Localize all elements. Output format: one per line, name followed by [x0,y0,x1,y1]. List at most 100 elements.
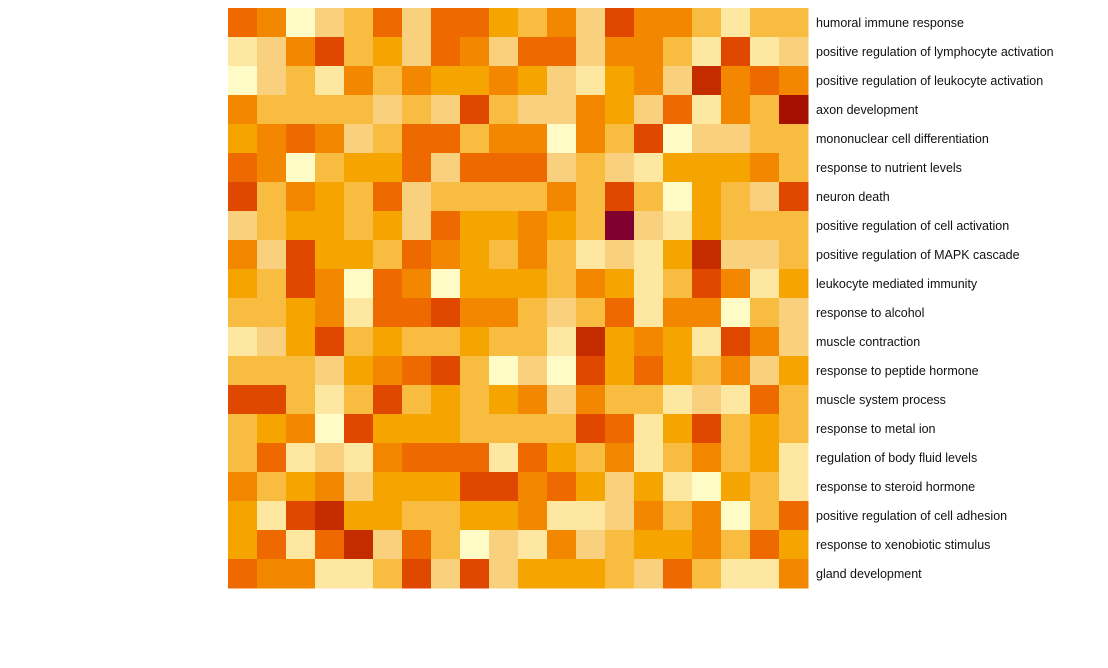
heatmap-cell [692,66,722,96]
heatmap-cell [518,153,548,183]
heatmap-cell [663,385,693,415]
heatmap-cell [721,240,751,270]
heatmap-cell [373,153,403,183]
row-label: humoral immune response [816,16,964,30]
heatmap-cell [605,356,635,386]
heatmap-cell [547,414,577,444]
heatmap-cell [605,124,635,154]
heatmap-cell [576,269,606,299]
heatmap-cell [286,530,316,560]
heatmap-cell [373,501,403,531]
heatmap-cell [663,501,693,531]
heatmap-cell [779,298,809,328]
heatmap-cell [315,385,345,415]
heatmap-cell [431,356,461,386]
heatmap-cell [576,37,606,67]
heatmap-cell [286,37,316,67]
heatmap-cell [344,269,374,299]
heatmap-cell [257,356,287,386]
heatmap-cell [663,211,693,241]
heatmap-cell [257,240,287,270]
heatmap-cell [402,153,432,183]
heatmap-cell [315,8,345,38]
heatmap-cell [750,298,780,328]
heatmap-cell [257,124,287,154]
heatmap-cell [634,414,664,444]
heatmap-cell [402,37,432,67]
heatmap-cell [750,501,780,531]
heatmap-cell [779,472,809,502]
heatmap-cell [605,95,635,125]
heatmap-cell [431,298,461,328]
heatmap-cell [547,559,577,589]
heatmap-cell [605,559,635,589]
heatmap-cell [315,95,345,125]
heatmap-cell [315,182,345,212]
heatmap-cell [286,269,316,299]
heatmap-cell [257,182,287,212]
heatmap-cell [547,443,577,473]
heatmap-cell [518,269,548,299]
heatmap-cell [402,327,432,357]
heatmap-cell [228,530,258,560]
heatmap-cell [576,298,606,328]
heatmap-cell [518,124,548,154]
heatmap-cell [257,385,287,415]
heatmap-cell [750,240,780,270]
heatmap-cell [344,8,374,38]
heatmap-cell [460,356,490,386]
heatmap-cell [663,153,693,183]
heatmap-cell [344,37,374,67]
heatmap-cell [402,443,432,473]
heatmap-cell [315,472,345,502]
heatmap-cell [315,124,345,154]
heatmap-cell [547,8,577,38]
row-label: response to alcohol [816,306,924,320]
heatmap-cell [286,124,316,154]
heatmap-cell [228,95,258,125]
heatmap-cell [692,298,722,328]
heatmap-cell [286,211,316,241]
row-label: axon development [816,103,919,117]
heatmap-cell [663,8,693,38]
heatmap-cell [605,153,635,183]
heatmap-cell [373,37,403,67]
heatmap-cell [605,8,635,38]
heatmap-cell [750,37,780,67]
heatmap-cell [257,298,287,328]
heatmap-cell [286,385,316,415]
heatmap-cell [692,356,722,386]
heatmap-cell [779,153,809,183]
heatmap-cell [402,211,432,241]
heatmap-cell [634,269,664,299]
heatmap-cell [489,153,519,183]
heatmap-cell [344,559,374,589]
heatmap-cell [286,443,316,473]
heatmap-cell [402,414,432,444]
heatmap-cell [692,530,722,560]
heatmap-cell [286,356,316,386]
heatmap-cell [228,240,258,270]
heatmap-cell [489,95,519,125]
heatmap-cell [344,182,374,212]
heatmap-cell [228,269,258,299]
heatmap-cell [692,211,722,241]
heatmap-cell [460,327,490,357]
heatmap-cell [518,443,548,473]
heatmap-cell [373,530,403,560]
heatmap-cell [431,182,461,212]
heatmap-cell [634,153,664,183]
heatmap-cell [460,211,490,241]
heatmap-cell [489,530,519,560]
heatmap-cell [257,559,287,589]
heatmap-cell [518,211,548,241]
heatmap-cell [286,153,316,183]
heatmap-cell [779,327,809,357]
heatmap-cell [460,124,490,154]
heatmap-cell [257,472,287,502]
heatmap-cell [518,240,548,270]
heatmap-cell [576,472,606,502]
heatmap-cell [663,559,693,589]
heatmap-cell [576,182,606,212]
heatmap-cell [518,501,548,531]
